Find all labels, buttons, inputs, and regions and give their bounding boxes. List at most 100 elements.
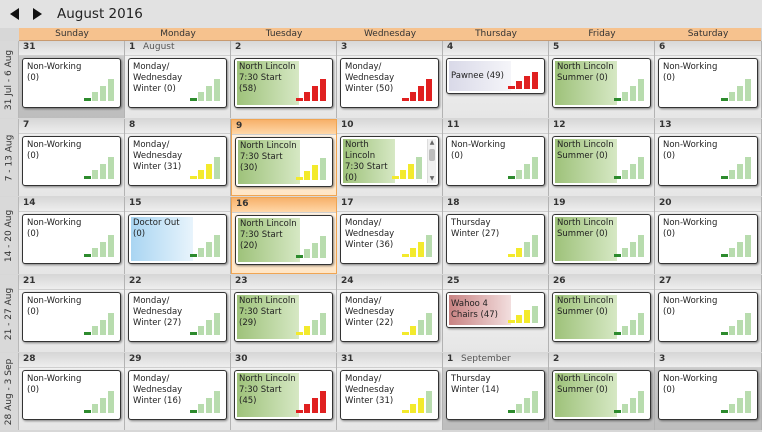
capacity-bar (416, 157, 422, 179)
appointment-card[interactable]: Non-Working (0) (446, 136, 545, 186)
day-cell[interactable]: 3 Monday/ Wednesday Winter (50) (337, 41, 443, 118)
day-cell[interactable]: 25 Wahoo 4 Chairs (47) (443, 275, 549, 352)
appointment-card[interactable]: North Lincoln 7:30 Start (20) (235, 215, 333, 265)
previous-month-button[interactable] (6, 6, 24, 22)
day-cell[interactable]: 14 Non-Working (0) (19, 197, 125, 274)
appointment-card[interactable]: Monday/ Wednesday Winter (36) (340, 214, 439, 264)
appointment-card[interactable]: Non-Working (0) (658, 58, 758, 108)
appointment-card[interactable]: Wahoo 4 Chairs (47) (446, 292, 545, 328)
day-cell[interactable]: 11 Non-Working (0) (443, 119, 549, 196)
day-cell[interactable]: 6 Non-Working (0) (655, 41, 762, 118)
day-cell[interactable]: 16 North Lincoln 7:30 Start (20) (231, 197, 337, 274)
day-number: 22 (129, 276, 142, 286)
appointment-card[interactable]: Non-Working (0) (658, 370, 758, 420)
day-cell[interactable]: 30 North Lincoln 7:30 Start (45) (231, 353, 337, 430)
capacity-bar (190, 98, 197, 101)
appointment-card[interactable]: Thursday Winter (14) (446, 370, 545, 420)
appointment-card[interactable]: Monday/ Wednesday Winter (27) (128, 292, 227, 342)
appointment-card[interactable]: Monday/ Wednesday Winter (50) (340, 58, 439, 108)
day-cell[interactable]: 27 Non-Working (0) (655, 275, 762, 352)
day-cell[interactable]: 20 Non-Working (0) (655, 197, 762, 274)
appointment-card[interactable]: North Lincoln 7:30 Start (29) (234, 292, 333, 342)
appointment-card[interactable]: Pawnee (49) (446, 58, 545, 94)
day-number: 31 (341, 354, 354, 364)
scroll-up-icon[interactable]: ▲ (429, 139, 435, 146)
appointment-card[interactable]: Non-Working (0) (658, 292, 758, 342)
week-label[interactable]: 14 - 20 Aug (0, 197, 19, 274)
day-cell[interactable]: 31 Monday/ Wednesday Winter (31) (337, 353, 443, 430)
day-cell[interactable]: 29 Monday/ Wednesday Winter (16) (125, 353, 231, 430)
appointment-card[interactable]: Thursday Winter (27) (446, 214, 545, 264)
appointment-card[interactable]: Non-Working (0) (658, 136, 758, 186)
appointment-card[interactable]: Monday/ Wednesday Winter (0) (128, 58, 227, 108)
appointment-card[interactable]: Non-Working (0) (22, 136, 121, 186)
appointment-card[interactable]: Non-Working (0) (658, 214, 758, 264)
appointment-card[interactable]: North Lincoln Summer (0) (552, 214, 651, 264)
day-cell[interactable]: 10 North Lincoln 7:30 Start (0) ▲ ▼ (337, 119, 443, 196)
day-cell[interactable]: 1 September Thursday Winter (14) (443, 353, 549, 430)
day-cell[interactable]: 2 North Lincoln Summer (0) (549, 353, 655, 430)
weekday-saturday: Saturday (687, 29, 729, 39)
capacity-bar (737, 320, 743, 335)
appointment-card[interactable]: Non-Working (0) (22, 58, 121, 108)
day-cell[interactable]: 18 Thursday Winter (27) (443, 197, 549, 274)
day-cell[interactable]: 13 Non-Working (0) (655, 119, 762, 196)
appointment-card[interactable]: Monday/ Wednesday Winter (22) (340, 292, 439, 342)
week-label[interactable]: 7 - 13 Aug (0, 119, 19, 196)
day-cell[interactable]: 17 Monday/ Wednesday Winter (36) (337, 197, 443, 274)
appointment-text: Non-Working (0) (661, 217, 723, 261)
appointment-card[interactable]: North Lincoln Summer (0) (552, 370, 651, 420)
day-header-strip: 6 (655, 41, 761, 56)
appointment-card[interactable]: Non-Working (0) (22, 214, 121, 264)
scroll-thumb[interactable] (429, 149, 435, 161)
weekday-wednesday: Wednesday (363, 29, 417, 39)
day-cell[interactable]: 28 Non-Working (0) (19, 353, 125, 430)
day-cell[interactable]: 4 Pawnee (49) (443, 41, 549, 118)
day-cell[interactable]: 2 North Lincoln 7:30 Start (58) (231, 41, 337, 118)
appointment-card[interactable]: North Lincoln Summer (0) (552, 58, 651, 108)
next-month-button[interactable] (28, 6, 46, 22)
capacity-bar (614, 254, 621, 257)
capacity-bar (516, 81, 522, 89)
appointment-card[interactable]: North Lincoln 7:30 Start (45) (234, 370, 333, 420)
appointment-card[interactable]: Doctor Out (0) (128, 214, 227, 264)
week-label[interactable]: 21 - 27 Aug (0, 275, 19, 352)
appointment-card[interactable]: North Lincoln 7:30 Start (58) (234, 58, 333, 108)
day-cell[interactable]: 31 Non-Working (0) (19, 41, 125, 118)
appointment-scrollbar[interactable]: ▲ ▼ (427, 139, 436, 183)
capacity-bar (745, 79, 751, 101)
appointment-card[interactable]: North Lincoln Summer (0) (552, 136, 651, 186)
appointment-card[interactable]: Monday/ Wednesday Winter (31) (128, 136, 227, 186)
day-cell[interactable]: 8 Monday/ Wednesday Winter (31) (125, 119, 231, 196)
day-cell[interactable]: 15 Doctor Out (0) (125, 197, 231, 274)
week-label[interactable]: 31 Jul - 6 Aug (0, 41, 19, 118)
day-cell[interactable]: 5 North Lincoln Summer (0) (549, 41, 655, 118)
day-cell[interactable]: 1 August Monday/ Wednesday Winter (0) (125, 41, 231, 118)
day-cell[interactable]: 26 North Lincoln Summer (0) (549, 275, 655, 352)
day-cell[interactable]: 23 North Lincoln 7:30 Start (29) (231, 275, 337, 352)
capacity-bars-icon (402, 391, 434, 413)
day-cell[interactable]: 12 North Lincoln Summer (0) (549, 119, 655, 196)
day-cell[interactable]: 22 Monday/ Wednesday Winter (27) (125, 275, 231, 352)
day-cell[interactable]: 9 North Lincoln 7:30 Start (30) (231, 119, 337, 196)
day-cell[interactable]: 19 North Lincoln Summer (0) (549, 197, 655, 274)
appointment-card[interactable]: North Lincoln 7:30 Start (0) ▲ ▼ (340, 136, 439, 186)
appointment-card[interactable]: Monday/ Wednesday Winter (16) (128, 370, 227, 420)
day-cell[interactable]: 3 Non-Working (0) (655, 353, 762, 430)
appointment-card[interactable]: North Lincoln 7:30 Start (30) (235, 137, 333, 187)
week-label[interactable]: 28 Aug - 3 Sep (0, 353, 19, 430)
day-header-strip: 23 (231, 275, 336, 290)
capacity-bars-icon (508, 157, 540, 179)
capacity-bar (312, 86, 318, 101)
day-cell[interactable]: 24 Monday/ Wednesday Winter (22) (337, 275, 443, 352)
appointment-card[interactable]: North Lincoln Summer (0) (552, 292, 651, 342)
appointment-card[interactable]: Non-Working (0) (22, 370, 121, 420)
capacity-bars-icon (614, 79, 646, 101)
day-cell[interactable]: 7 Non-Working (0) (19, 119, 125, 196)
capacity-bar (737, 86, 743, 101)
appointment-card[interactable]: Monday/ Wednesday Winter (31) (340, 370, 439, 420)
appointment-text: Non-Working (0) (25, 217, 87, 261)
scroll-down-icon[interactable]: ▼ (429, 175, 435, 182)
day-cell[interactable]: 21 Non-Working (0) (19, 275, 125, 352)
appointment-card[interactable]: Non-Working (0) (22, 292, 121, 342)
